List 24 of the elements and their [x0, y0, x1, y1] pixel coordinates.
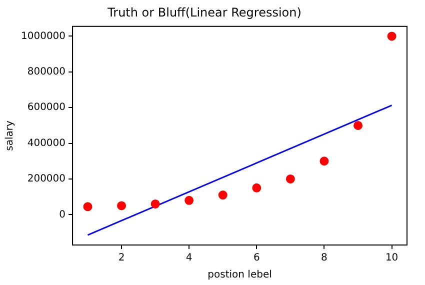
- y-tick-label: 600000: [27, 102, 66, 114]
- point: [252, 183, 262, 192]
- y-tick-label: 800000: [27, 66, 66, 78]
- point: [117, 201, 126, 210]
- point: [150, 199, 160, 208]
- point: [218, 190, 228, 200]
- point: [354, 120, 363, 130]
- x-tick-label: 4: [186, 252, 192, 264]
- point: [83, 202, 92, 212]
- point: [320, 156, 329, 166]
- x-axis-title: postion lebel: [208, 270, 272, 281]
- y-tick-label: 400000: [27, 138, 66, 149]
- chart-title: Truth or Bluff(Linear Regression): [106, 5, 302, 20]
- y-axis-title: salary: [4, 120, 16, 151]
- x-tick-label: 10: [385, 252, 398, 264]
- y-tick-label: 0: [59, 209, 66, 220]
- y-tick-label: 1000000: [20, 30, 66, 42]
- x-tick-label: 2: [118, 252, 125, 264]
- x-tick-label: 6: [253, 252, 260, 264]
- y-tick-label: 200000: [27, 174, 66, 185]
- point: [286, 174, 295, 184]
- x-tick-label: 8: [321, 252, 328, 264]
- point: [387, 32, 396, 41]
- point: [184, 196, 194, 205]
